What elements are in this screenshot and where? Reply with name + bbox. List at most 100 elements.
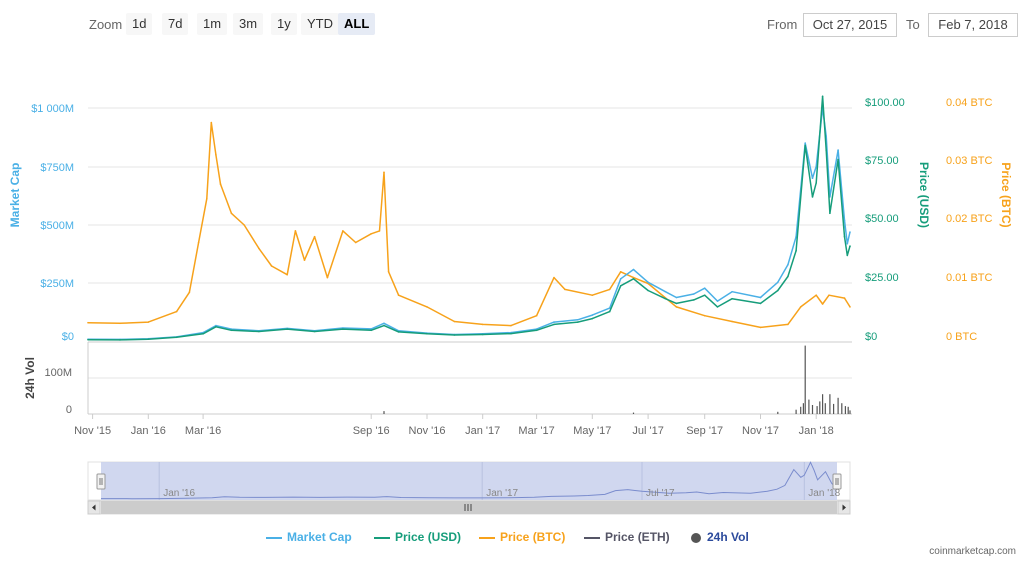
- price-btc-point: [619, 271, 622, 273]
- price-btc-point: [370, 233, 373, 235]
- market-cap-point: [759, 296, 762, 299]
- price-usd-point: [815, 182, 817, 184]
- navigator-series-line: [100, 461, 838, 500]
- volume-bar: [800, 406, 802, 414]
- market-cap-point: [370, 328, 373, 330]
- market-cap-point: [675, 296, 678, 299]
- navigator-right-handle[interactable]: [832, 473, 842, 490]
- navigator-tick-label: Jul '17: [646, 488, 675, 499]
- x-axis: Nov '15 Jan '16 Mar '16 Sep '16 Nov '16 Jan '…: [74, 414, 834, 437]
- navigator-tick-label: Jan '18: [808, 488, 840, 499]
- zoom-all-button[interactable]: ALL: [338, 13, 376, 35]
- price-btc-point: [564, 288, 566, 291]
- market-cap-point: [843, 219, 846, 222]
- price-usd-point: [703, 294, 706, 297]
- zoom-ytd-button[interactable]: YTD: [301, 13, 339, 35]
- price-btc-point: [210, 121, 213, 124]
- navigator-left-handle[interactable]: [96, 473, 106, 490]
- price-btc-axis: 0.04 BTC 0.03 BTC 0.02 BTC 0.01 BTC 0 BT…: [946, 97, 1013, 343]
- price-usd-axis: $100.00 $75.00 $50.00 $25.00 $0 Price (U…: [865, 97, 931, 343]
- x-tick-label: Nov '16: [409, 425, 446, 437]
- scroll-left-arrow-icon: [92, 504, 96, 511]
- price-btc-point: [453, 320, 456, 323]
- price-btc-point: [354, 241, 357, 244]
- legend-item-price-eth[interactable]: Price (ETH): [584, 530, 670, 544]
- price-btc-point: [243, 224, 245, 226]
- navigator-scrollbar[interactable]: [87, 500, 851, 515]
- from-date-input[interactable]: Oct 27, 2015: [803, 13, 897, 37]
- navigator[interactable]: Jan '16 Jan '17 Jul '17 Jan '18: [87, 461, 851, 501]
- price-usd-point: [370, 329, 373, 332]
- volume-tick-0: 0: [66, 404, 72, 416]
- legend-item-market-cap[interactable]: Market Cap: [266, 530, 352, 544]
- price-usd-point: [230, 329, 233, 332]
- volume-bar: [844, 406, 846, 414]
- zoom-7d-button[interactable]: 7d: [162, 13, 189, 35]
- legend-label-price-btc: Price (BTC): [500, 530, 566, 544]
- volume-bar: [847, 406, 849, 414]
- volume-bar: [816, 406, 818, 414]
- price-btc-point: [510, 324, 512, 327]
- legend-item-24h-vol[interactable]: 24h Vol: [691, 530, 749, 544]
- price-btc-point: [303, 259, 306, 261]
- price-btc-point: [294, 230, 297, 232]
- price-usd-point: [647, 289, 649, 292]
- price-usd-tick-0: $0: [865, 331, 877, 343]
- price-usd-point: [843, 235, 846, 238]
- price-usd-point: [811, 196, 814, 198]
- navigator-selected-range[interactable]: [101, 462, 837, 500]
- legend-item-price-usd[interactable]: Price (USD): [374, 530, 461, 544]
- price-btc-point: [821, 303, 824, 305]
- zoom-1y-button[interactable]: 1y: [271, 13, 297, 35]
- x-tick-label: Nov '15: [74, 425, 111, 437]
- volume-bar: [837, 397, 839, 414]
- price-usd-point: [397, 331, 400, 333]
- to-date-input[interactable]: Feb 7, 2018: [928, 13, 1018, 37]
- price-btc-tick-003: 0.03 BTC: [946, 155, 993, 167]
- price-usd-point: [693, 299, 695, 301]
- scrollbar-thumb[interactable]: [101, 501, 837, 514]
- price-btc-point: [787, 323, 789, 326]
- volume-bar: [833, 403, 835, 414]
- market-cap-line-icon: [266, 536, 282, 539]
- price-btc-point: [675, 306, 678, 308]
- price-btc-point: [270, 265, 273, 267]
- legend-item-price-btc[interactable]: Price (BTC): [479, 530, 565, 544]
- price-btc-point: [535, 314, 538, 317]
- volume-bar: [822, 394, 824, 414]
- zoom-3m-button[interactable]: 3m: [233, 13, 264, 35]
- price-btc-tick-004: 0.04 BTC: [946, 97, 993, 109]
- volume-bar: [632, 412, 635, 414]
- market-cap-point: [777, 281, 779, 284]
- price-usd-tick-25: $25.00: [865, 272, 899, 284]
- legend-label-price-usd: Price (USD): [395, 530, 462, 544]
- volume-axis: 100M 0 24h Vol: [23, 357, 72, 416]
- price-usd-point: [481, 333, 484, 336]
- market-cap-point: [632, 268, 635, 271]
- x-tick-label: Mar '17: [518, 425, 554, 437]
- credits-link[interactable]: coinmarketcap.com: [929, 546, 1016, 557]
- market-cap-point: [591, 314, 594, 316]
- market-cap-point: [664, 290, 667, 293]
- price-btc-point: [849, 306, 851, 308]
- market-cap-point: [608, 307, 611, 309]
- price-usd-point: [664, 297, 667, 300]
- price-btc-point: [258, 247, 260, 250]
- price-eth-line-icon: [584, 536, 600, 539]
- zoom-1d-button[interactable]: 1d: [126, 13, 153, 35]
- x-tick-label: May '17: [573, 425, 611, 437]
- x-tick-label: Mar '16: [185, 425, 221, 437]
- price-btc-point: [815, 294, 817, 297]
- x-tick-label: Nov '17: [742, 425, 779, 437]
- price-btc-point: [147, 321, 150, 323]
- price-usd-tick-100: $100.00: [865, 97, 905, 109]
- market-cap-point: [811, 177, 814, 179]
- market-cap-point: [795, 235, 797, 238]
- market-cap-point: [815, 165, 817, 168]
- price-btc-point: [119, 322, 121, 325]
- zoom-1m-button[interactable]: 1m: [197, 13, 228, 35]
- price-btc-point: [608, 288, 611, 291]
- market-cap-tick-1000m: $1 000M: [31, 103, 74, 115]
- market-cap-point: [731, 290, 733, 293]
- price-btc-point: [206, 197, 208, 200]
